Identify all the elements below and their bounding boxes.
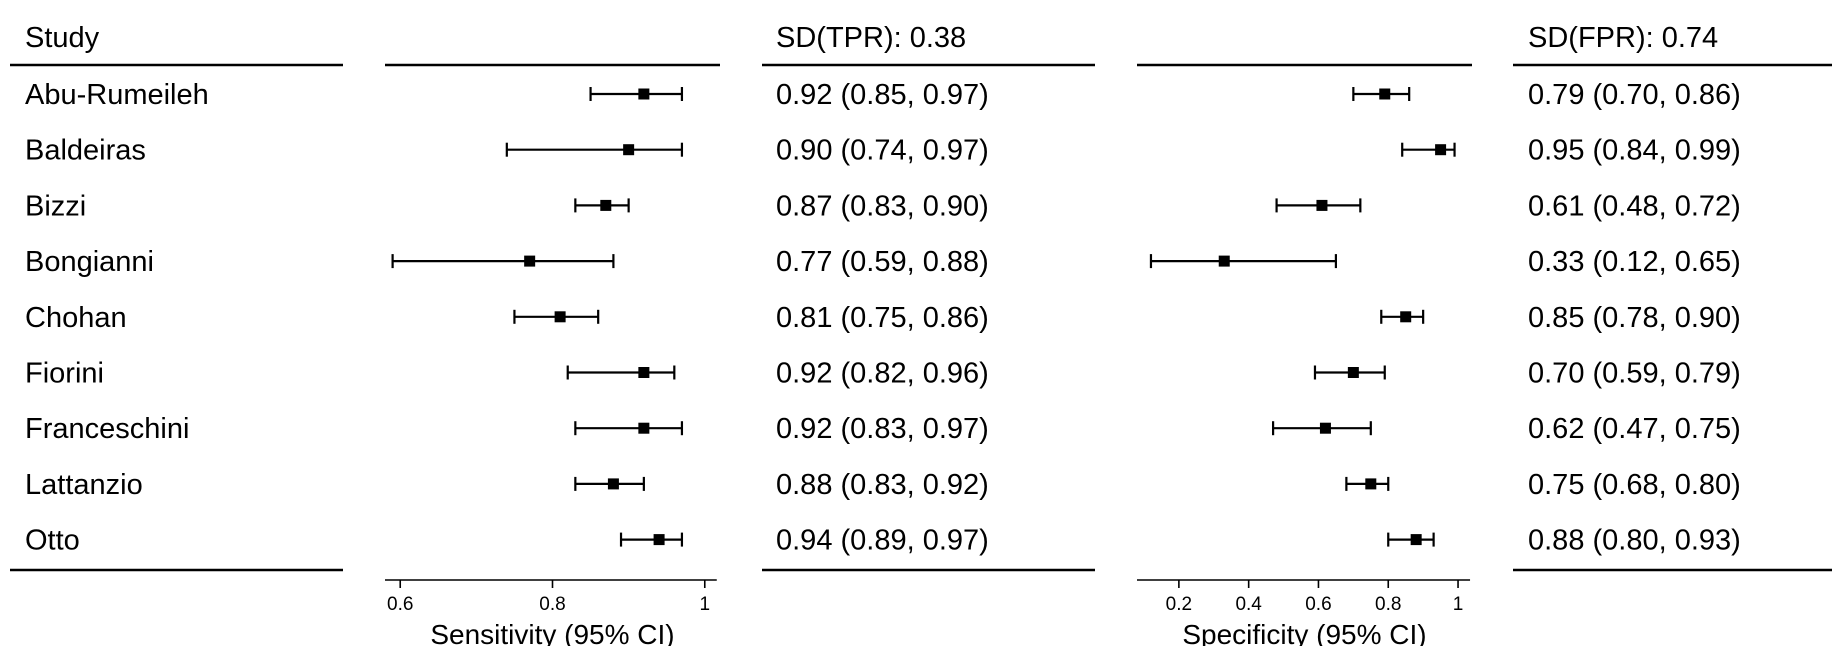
specificity-estimate-label-abu-rumeileh: 0.79 (0.70, 0.86) xyxy=(1528,79,1741,111)
sensitivity-x-tick-label: 0.6 xyxy=(387,594,413,615)
specificity-point-estimate-baldeiras xyxy=(1435,144,1447,156)
sensitivity-point-estimate-fiorini xyxy=(638,367,650,378)
specificity-x-tick-label: 0.8 xyxy=(1375,594,1401,615)
sensitivity-estimate-label-bizzi: 0.87 (0.83, 0.90) xyxy=(776,190,989,222)
specificity-point-estimate-abu-rumeileh xyxy=(1379,88,1391,100)
sensitivity-estimate-label-fiorini: 0.92 (0.82, 0.96) xyxy=(776,358,989,390)
study-name-bongianni: Bongianni xyxy=(25,246,154,278)
sensitivity-estimate-label-franceschini: 0.92 (0.83, 0.97) xyxy=(776,413,989,445)
specificity-estimate-label-lattanzio: 0.75 (0.68, 0.80) xyxy=(1528,469,1741,501)
study-name-abu-rumeileh: Abu-Rumeileh xyxy=(25,79,209,111)
study-name-baldeiras: Baldeiras xyxy=(25,135,146,167)
sensitivity-estimate-label-bongianni: 0.77 (0.59, 0.88) xyxy=(776,246,989,278)
study-name-lattanzio: Lattanzio xyxy=(25,469,143,501)
specificity-estimate-label-fiorini: 0.70 (0.59, 0.79) xyxy=(1528,358,1741,390)
sensitivity-point-estimate-baldeiras xyxy=(623,144,635,156)
specificity-sd-header: SD(FPR): 0.74 xyxy=(1528,22,1718,54)
specificity-x-axis-title: Specificity (95% CI) xyxy=(1182,619,1426,646)
specificity-x-tick-label: 1 xyxy=(1453,594,1464,615)
specificity-point-estimate-franceschini xyxy=(1319,422,1331,434)
sensitivity-estimate-label-baldeiras: 0.90 (0.74, 0.97) xyxy=(776,135,989,167)
study-column-header: Study xyxy=(25,22,100,54)
specificity-estimate-label-bizzi: 0.61 (0.48, 0.72) xyxy=(1528,190,1741,222)
sensitivity-point-estimate-otto xyxy=(653,534,665,546)
sensitivity-estimate-label-chohan: 0.81 (0.75, 0.86) xyxy=(776,302,989,334)
specificity-x-tick-label: 0.2 xyxy=(1166,594,1192,615)
sensitivity-point-estimate-chohan xyxy=(554,311,566,323)
specificity-panel: 0.79 (0.70, 0.86) 0.95 (0.84, 0.99) 0.61 (… xyxy=(1137,79,1741,646)
specificity-estimate-label-baldeiras: 0.95 (0.84, 0.99) xyxy=(1528,135,1741,167)
specificity-estimate-label-bongianni: 0.33 (0.12, 0.65) xyxy=(1528,246,1741,278)
study-name-chohan: Chohan xyxy=(25,302,127,334)
specificity-point-estimate-fiorini xyxy=(1347,367,1359,378)
sensitivity-point-estimate-abu-rumeileh xyxy=(638,88,650,100)
study-name-franceschini: Franceschini xyxy=(25,413,189,445)
specificity-point-estimate-bongianni xyxy=(1218,255,1230,267)
sensitivity-point-estimate-franceschini xyxy=(638,422,650,434)
sensitivity-estimate-label-abu-rumeileh: 0.92 (0.85, 0.97) xyxy=(776,79,989,111)
sensitivity-point-estimate-bizzi xyxy=(600,199,612,211)
study-name-fiorini: Fiorini xyxy=(25,358,104,390)
study-name-bizzi: Bizzi xyxy=(25,190,86,222)
sensitivity-point-estimate-lattanzio xyxy=(607,478,619,490)
sensitivity-x-tick-label: 0.8 xyxy=(539,594,565,615)
specificity-point-estimate-bizzi xyxy=(1316,199,1328,211)
sensitivity-estimate-label-otto: 0.94 (0.89, 0.97) xyxy=(776,525,989,557)
sensitivity-x-tick-label: 1 xyxy=(699,594,710,615)
sensitivity-panel: 0.92 (0.85, 0.97) 0.90 (0.74, 0.97) 0.87 (… xyxy=(385,79,989,646)
study-name-otto: Otto xyxy=(25,525,80,557)
specificity-estimate-label-otto: 0.88 (0.80, 0.93) xyxy=(1528,525,1741,557)
specificity-point-estimate-chohan xyxy=(1400,311,1412,323)
specificity-x-tick-label: 0.4 xyxy=(1235,594,1262,615)
specificity-point-estimate-otto xyxy=(1410,534,1422,546)
specificity-estimate-label-franceschini: 0.62 (0.47, 0.75) xyxy=(1528,413,1741,445)
specificity-point-estimate-lattanzio xyxy=(1365,478,1377,490)
study-rows: Abu-Rumeileh Baldeiras Bizzi Bongianni Choha… xyxy=(25,79,209,557)
sensitivity-point-estimate-bongianni xyxy=(524,255,536,267)
sensitivity-x-axis-title: Sensitivity (95% CI) xyxy=(430,619,674,646)
specificity-x-tick-label: 0.6 xyxy=(1305,594,1331,615)
specificity-estimate-label-chohan: 0.85 (0.78, 0.90) xyxy=(1528,302,1741,334)
sensitivity-sd-header: SD(TPR): 0.38 xyxy=(776,22,966,54)
sensitivity-estimate-label-lattanzio: 0.88 (0.83, 0.92) xyxy=(776,469,989,501)
